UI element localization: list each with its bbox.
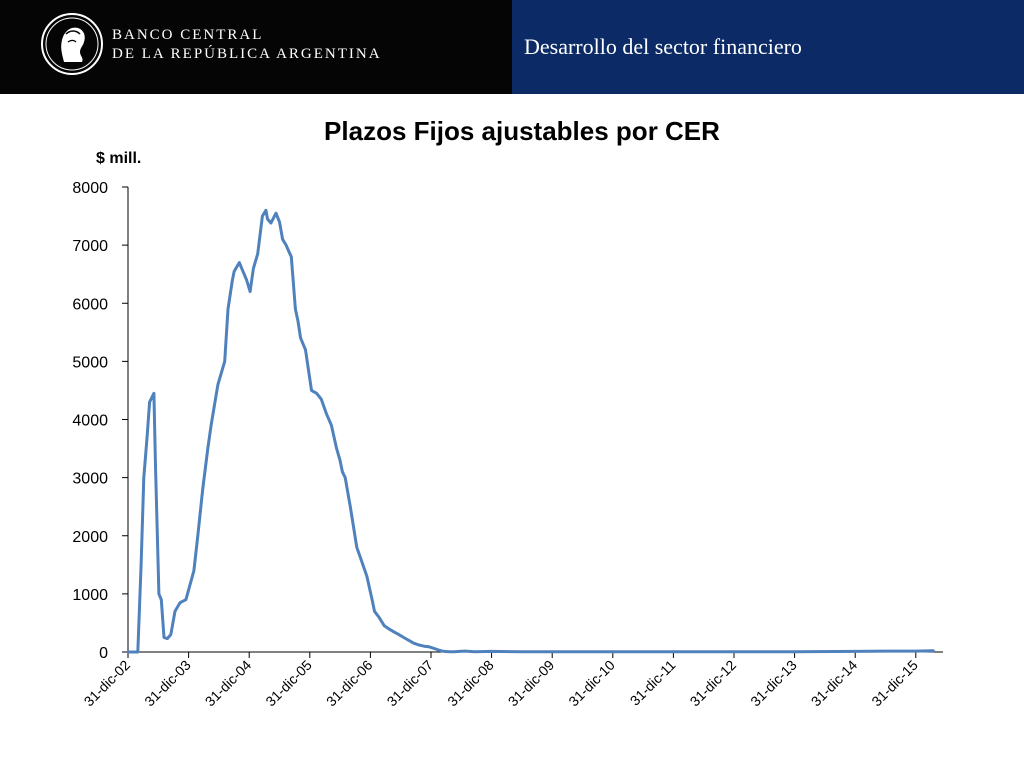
series-line xyxy=(126,208,935,654)
bank-name-line1: BANCO CENTRAL xyxy=(112,27,264,43)
x-tick-label: 31-dic-05 xyxy=(262,657,315,710)
x-tick-label: 31-dic-04 xyxy=(202,657,255,710)
header-left-panel: BANCO CENTRAL DE LA REPÚBLICA ARGENTINA xyxy=(0,0,512,94)
x-tick-label: 31-dic-08 xyxy=(444,657,497,710)
x-tick-label: 31-dic-06 xyxy=(323,657,376,710)
x-tick-label: 31-dic-13 xyxy=(747,657,800,710)
y-tick-label: 4000 xyxy=(72,413,108,430)
x-tick-label: 31-dic-11 xyxy=(627,657,679,709)
header: BANCO CENTRAL DE LA REPÚBLICA ARGENTINA … xyxy=(0,0,1024,94)
x-tick-label: 31-dic-15 xyxy=(868,657,921,710)
y-axis-ticks: 0 1000 2000 3000 4000 5000 6000 7000 8000 xyxy=(72,180,128,662)
chart-title: Plazos Fijos ajustables por CER xyxy=(324,116,720,146)
x-axis-ticks: 31-dic-02 31-dic-03 31-dic-04 31-dic-05 31-d… xyxy=(81,652,921,710)
y-tick-label: 1000 xyxy=(72,587,108,604)
y-tick-label: 8000 xyxy=(72,180,108,197)
x-tick-label: 31-dic-07 xyxy=(384,657,437,710)
x-tick-label: 31-dic-02 xyxy=(81,657,134,710)
x-tick-label: 31-dic-03 xyxy=(141,657,194,710)
y-tick-label: 5000 xyxy=(72,354,108,371)
x-tick-label: 31-dic-10 xyxy=(565,657,618,710)
bank-name-line2: DE LA REPÚBLICA ARGENTINA xyxy=(112,46,382,62)
x-tick-label: 31-dic-14 xyxy=(808,657,861,710)
y-tick-label: 7000 xyxy=(72,238,108,255)
y-axis-unit-label: $ mill. xyxy=(96,150,142,167)
section-title: Desarrollo del sector financiero xyxy=(524,34,802,59)
y-tick-label: 2000 xyxy=(72,529,108,546)
y-tick-label: 6000 xyxy=(72,296,108,313)
x-tick-label: 31-dic-12 xyxy=(687,657,740,710)
bcra-logo-icon xyxy=(41,13,103,75)
y-tick-label: 3000 xyxy=(72,471,108,488)
bank-name: BANCO CENTRAL DE LA REPÚBLICA ARGENTINA xyxy=(112,26,382,64)
x-tick-label: 31-dic-09 xyxy=(505,657,558,710)
y-tick-label: 0 xyxy=(99,645,108,662)
chart-axes xyxy=(127,187,943,653)
header-right-panel xyxy=(512,0,1024,94)
